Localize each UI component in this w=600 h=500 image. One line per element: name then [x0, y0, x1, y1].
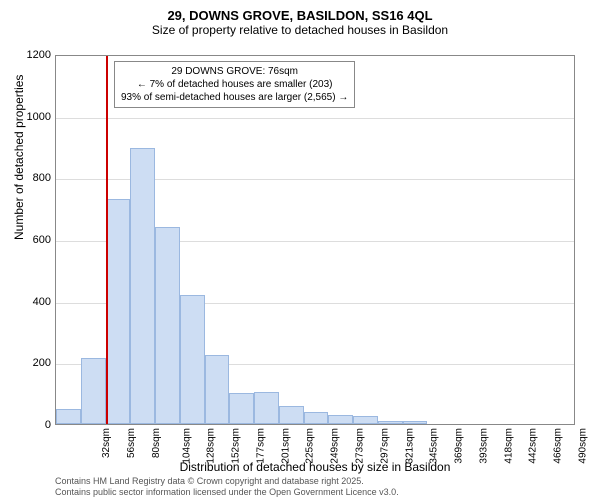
footer-line-2: Contains public sector information licen…: [55, 487, 399, 498]
x-tick-label: 369sqm: [454, 428, 465, 464]
chart-plot-area: 29 DOWNS GROVE: 76sqm← 7% of detached ho…: [55, 55, 575, 425]
histogram-bar: [56, 409, 81, 424]
histogram-bar: [403, 421, 428, 424]
histogram-bar: [279, 406, 304, 425]
annotation-line: ← 7% of detached houses are smaller (203…: [121, 78, 348, 91]
y-tick-label: 600: [11, 234, 51, 246]
histogram-bar: [304, 412, 329, 424]
marker-line: [106, 56, 108, 424]
x-tick-label: 345sqm: [429, 428, 440, 464]
annotation-line: 93% of semi-detached houses are larger (…: [121, 91, 348, 104]
chart-subtitle: Size of property relative to detached ho…: [0, 23, 600, 37]
y-tick-label: 200: [11, 357, 51, 369]
x-tick-label: 273sqm: [355, 428, 366, 464]
x-tick-label: 297sqm: [379, 428, 390, 464]
gridline: [56, 118, 574, 119]
annotation-box: 29 DOWNS GROVE: 76sqm← 7% of detached ho…: [114, 61, 355, 108]
histogram-bar: [106, 199, 131, 424]
histogram-bar: [155, 227, 180, 424]
histogram-bar: [81, 358, 106, 424]
x-tick-label: 32sqm: [101, 428, 112, 458]
x-tick-label: 393sqm: [478, 428, 489, 464]
x-tick-label: 201sqm: [280, 428, 291, 464]
x-tick-label: 152sqm: [231, 428, 242, 464]
x-tick-label: 80sqm: [151, 428, 162, 458]
footer-line-1: Contains HM Land Registry data © Crown c…: [55, 476, 399, 487]
histogram-bar: [254, 392, 279, 424]
histogram-bar: [353, 416, 378, 424]
y-tick-label: 0: [11, 419, 51, 431]
histogram-bar: [180, 295, 205, 425]
histogram-bar: [205, 355, 230, 424]
annotation-line: 29 DOWNS GROVE: 76sqm: [121, 65, 348, 78]
x-tick-label: 104sqm: [181, 428, 192, 464]
x-tick-label: 249sqm: [330, 428, 341, 464]
x-tick-label: 56sqm: [126, 428, 137, 458]
histogram-bar: [378, 421, 403, 424]
y-tick-label: 1200: [11, 49, 51, 61]
histogram-bar: [130, 148, 155, 424]
histogram-bar: [229, 393, 254, 424]
histogram-bar: [328, 415, 353, 424]
x-tick-label: 490sqm: [577, 428, 588, 464]
y-tick-label: 800: [11, 172, 51, 184]
x-tick-label: 321sqm: [404, 428, 415, 464]
x-tick-label: 225sqm: [305, 428, 316, 464]
x-tick-label: 177sqm: [256, 428, 267, 464]
chart-title: 29, DOWNS GROVE, BASILDON, SS16 4QL: [0, 8, 600, 23]
y-tick-label: 1000: [11, 111, 51, 123]
x-tick-label: 128sqm: [206, 428, 217, 464]
footer-attribution: Contains HM Land Registry data © Crown c…: [55, 476, 399, 498]
y-axis-label: Number of detached properties: [12, 75, 26, 240]
x-tick-label: 466sqm: [553, 428, 564, 464]
y-tick-label: 400: [11, 296, 51, 308]
x-tick-label: 418sqm: [503, 428, 514, 464]
x-tick-label: 442sqm: [528, 428, 539, 464]
